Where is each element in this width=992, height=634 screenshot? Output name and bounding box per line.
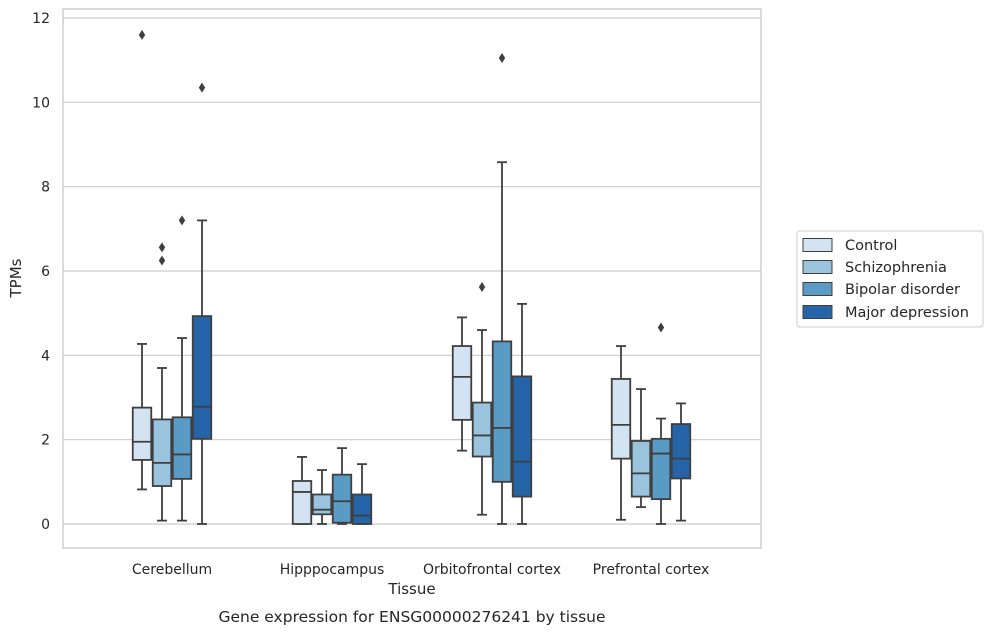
box-body (151, 418, 173, 487)
y-tick-label: 10 (32, 95, 50, 111)
y-tick-labels: 0 2 4 6 8 10 12 (32, 11, 50, 533)
box-body (331, 473, 353, 524)
outlier-point (158, 255, 166, 266)
x-tick-label: Orbitofrontal cortex (423, 562, 561, 578)
outlier-point (178, 215, 186, 226)
x-tick-label: Cerebellum (132, 562, 212, 578)
box-body (451, 345, 473, 421)
box-body (291, 480, 313, 525)
box (331, 447, 353, 525)
y-tick-label: 0 (41, 517, 50, 533)
box-body (171, 416, 193, 480)
box (451, 316, 473, 452)
box-plots (131, 29, 692, 525)
legend-label: Schizophrenia (845, 260, 947, 276)
box (191, 82, 213, 525)
box (171, 215, 193, 522)
chart-caption: Gene expression for ENSG00000276241 by t… (218, 608, 605, 626)
legend-swatch (802, 260, 833, 274)
box-body (351, 493, 373, 525)
outlier-point (498, 53, 506, 64)
legend-label: Bipolar disorder (845, 282, 960, 298)
box-body (511, 375, 533, 498)
box-body (311, 493, 333, 516)
y-tick-label: 6 (41, 264, 50, 280)
box (650, 322, 672, 525)
legend-frame (796, 230, 984, 328)
plot-frame (62, 8, 762, 549)
box (670, 402, 692, 522)
legend-label: Control (845, 238, 897, 254)
box-body (610, 378, 632, 460)
outlier-point (657, 322, 665, 333)
outlier-point (138, 29, 146, 40)
box-body (670, 423, 692, 480)
x-axis-title: Tissue (387, 580, 435, 598)
box (511, 302, 533, 525)
box-body (191, 315, 213, 440)
legend-swatch (802, 282, 833, 296)
y-tick-label: 4 (41, 348, 50, 364)
outlier-point (478, 282, 486, 293)
x-tick-label: Hipppocampus (280, 562, 385, 578)
box (630, 388, 652, 509)
box (351, 463, 373, 525)
box (491, 53, 513, 525)
legend: Control Schizophrenia Bipolar disorder Majo… (796, 230, 984, 328)
y-tick-label: 2 (41, 433, 50, 449)
box (291, 456, 313, 525)
outlier-point (198, 82, 206, 93)
legend-swatch (802, 305, 833, 319)
box-body (471, 401, 493, 458)
y-tick-label: 12 (32, 11, 50, 27)
x-tick-label: Prefrontal cortex (593, 562, 710, 578)
y-tick-label: 8 (41, 180, 50, 196)
legend-label: Major depression (845, 305, 969, 321)
outlier-point (158, 242, 166, 253)
box (311, 469, 333, 525)
box-body (491, 340, 513, 483)
box-body (630, 440, 652, 498)
x-tick-labels: Cerebellum Hipppocampus Orbitofrontal cort… (132, 562, 709, 578)
box (151, 242, 173, 522)
y-axis-title: TPMs (7, 258, 25, 298)
box (610, 345, 632, 521)
box (131, 29, 153, 491)
box-body (650, 437, 672, 501)
box (471, 282, 493, 516)
legend-swatch (802, 238, 833, 252)
box-body (131, 406, 153, 461)
